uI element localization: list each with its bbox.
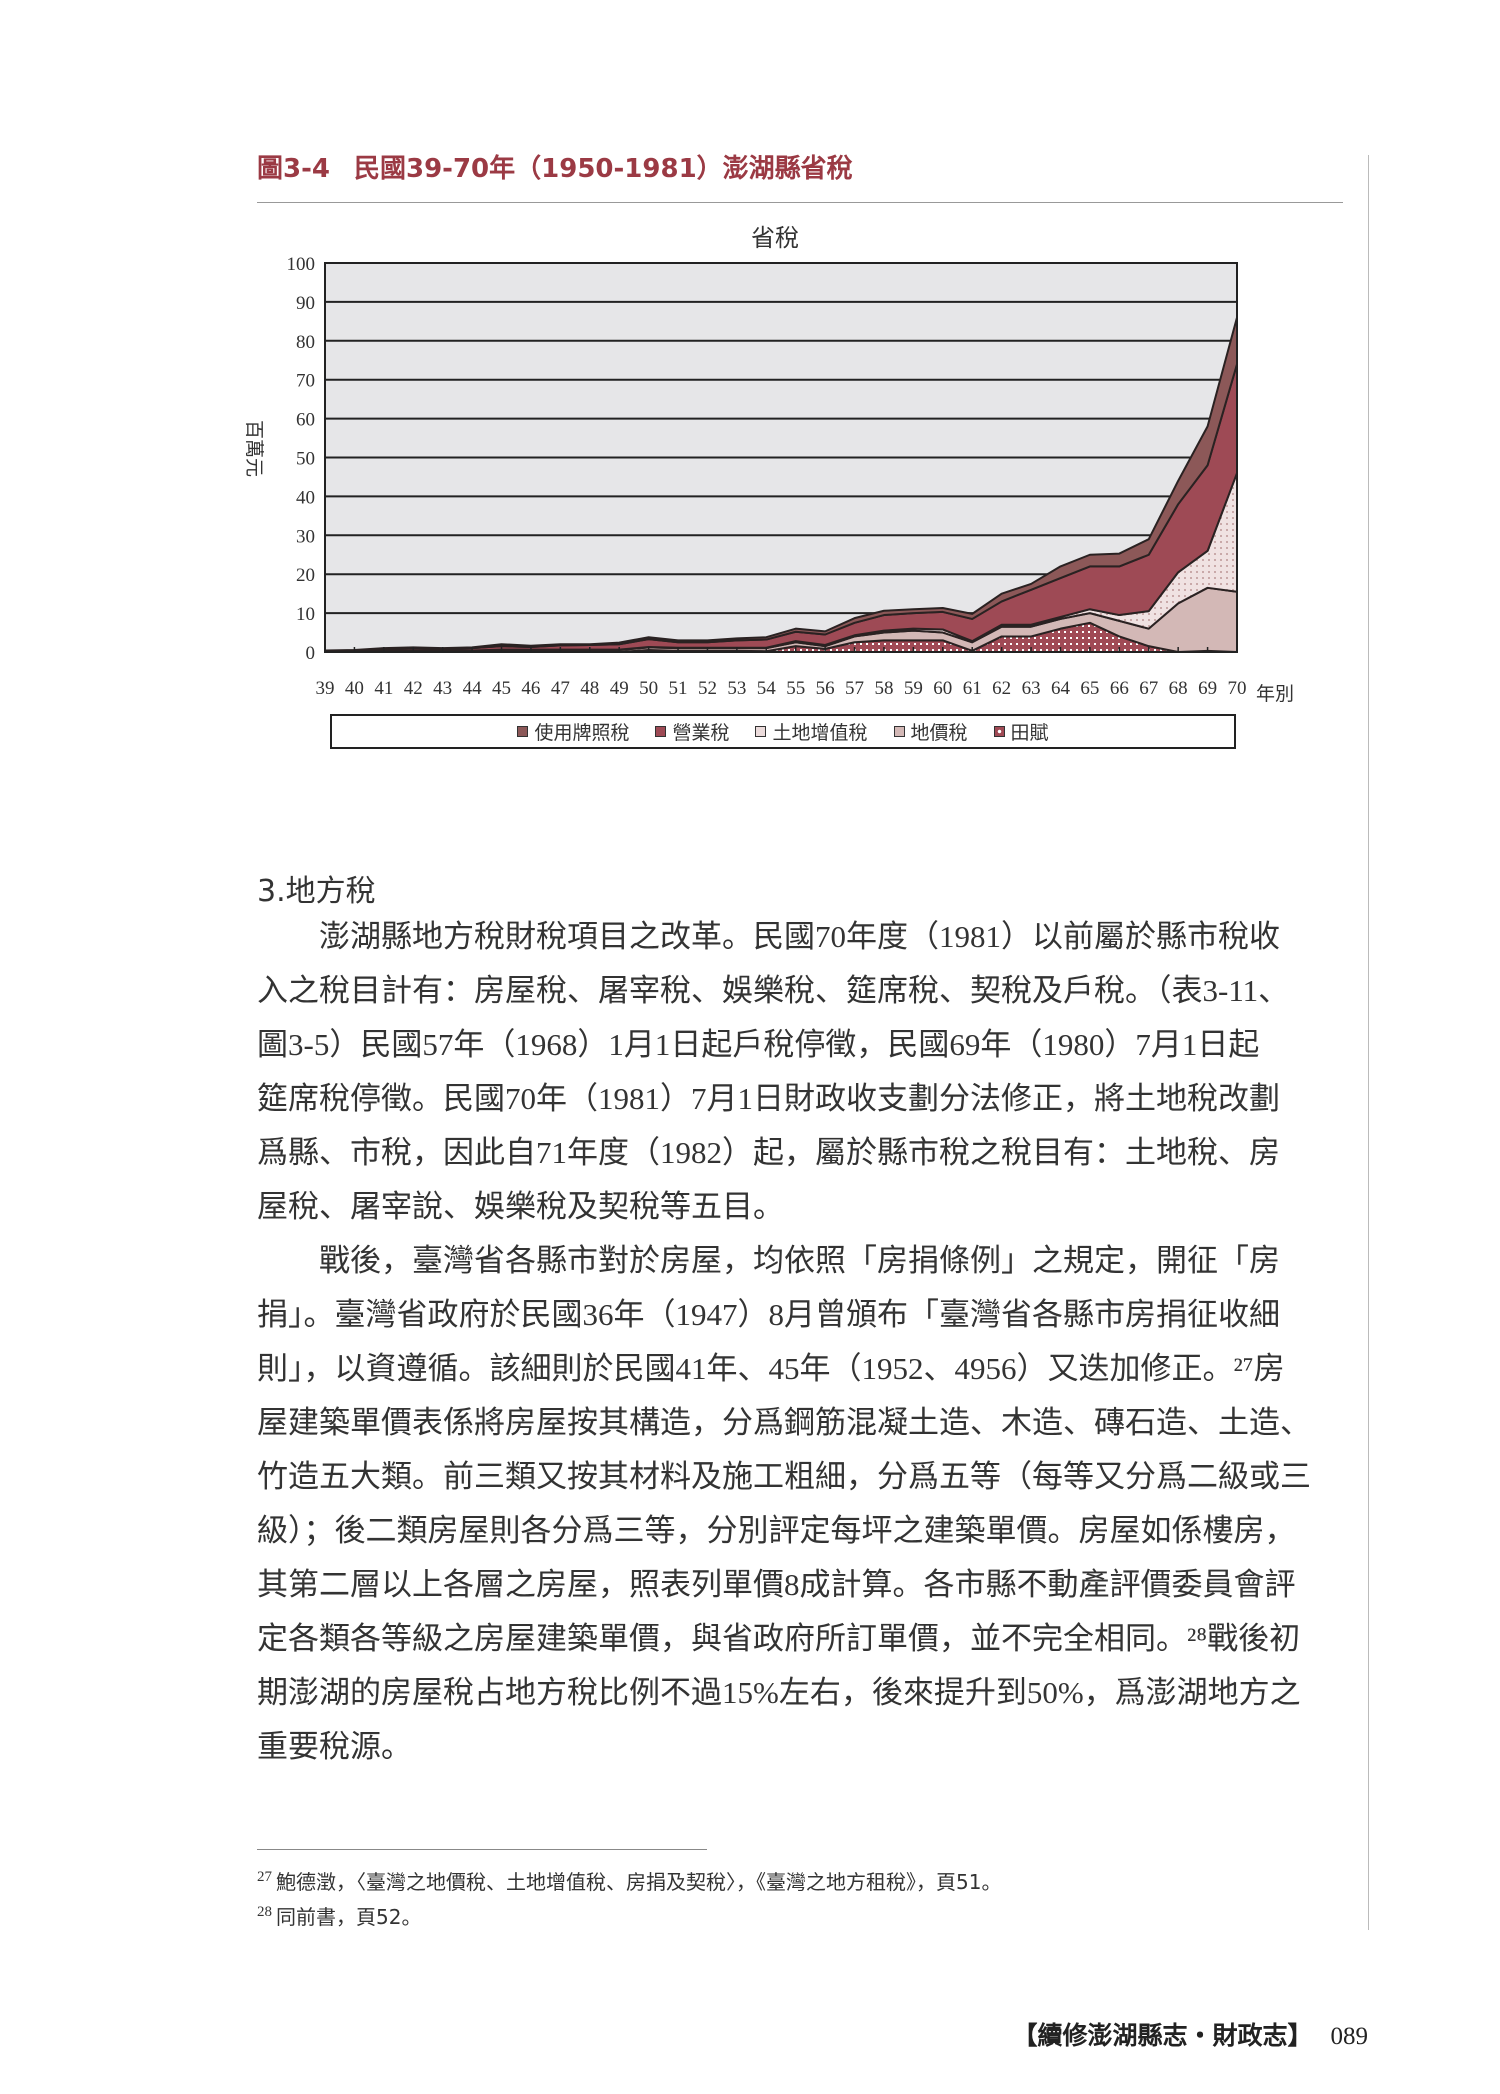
margin-rule [1368,155,1369,1930]
y-tick-label: 30 [296,526,315,547]
legend-swatch [655,726,667,737]
footnote-27: 27 鮑德澂，〈臺灣之地價稅、土地增值稅、房捐及契稅〉，《臺灣之地方租稅》，頁51… [257,1866,1001,1895]
text-line: 定各類各等級之房屋建築單價，與省政府所訂單價，並不完全相同。²⁸戰後初 [257,1621,1301,1656]
y-tick-label: 40 [296,487,315,508]
x-tick-label: 58 [874,678,893,699]
x-tick-label: 61 [963,678,982,699]
y-tick-label: 100 [287,254,316,275]
legend-label: 地價稅 [910,723,968,744]
x-tick-label: 50 [639,678,658,699]
figure-number: 圖3-4 [257,154,330,184]
legend-swatch [755,726,767,737]
x-tick-label: 63 [1022,678,1041,699]
x-tick-label: 56 [816,678,835,699]
x-tick-label: 52 [698,678,717,699]
footnote-number: 27 [257,1869,272,1886]
legend-item: 營業稅 [655,718,729,745]
x-tick-label: 60 [933,678,952,699]
x-tick-label: 54 [757,678,777,699]
x-tick-label: 55 [786,678,805,699]
x-tick-label: 67 [1139,678,1158,699]
x-tick-label: 66 [1110,678,1129,699]
x-tick-label: 46 [521,678,540,699]
x-tick-label: 53 [727,678,746,699]
text-line: 則」，以資遵循。該細則於民國41年、45年（1952、4956）又迭加修正。²⁷… [257,1351,1285,1386]
text-line: 捐」。臺灣省政府於民國36年（1947）8月曾頒布「臺灣省各縣市房捐征收細 [257,1297,1280,1332]
x-tick-label: 70 [1228,678,1247,699]
y-tick-label: 80 [296,332,315,353]
section-heading: 3.地方稅 [257,874,376,909]
x-tick-label: 39 [316,678,335,699]
x-tick-label: 40 [345,678,364,699]
x-tick-label: 62 [992,678,1011,699]
legend-label: 營業稅 [672,723,730,744]
y-tick-label: 90 [296,293,315,314]
text-line: 入之稅目計有：房屋稅、屠宰稅、娛樂稅、筵席稅、契稅及戶稅。（表3-11、 [257,973,1290,1008]
text-line: 屋建築單價表係將房屋按其構造，分爲鋼筋混凝土造、木造、磚石造、土造、 [257,1405,1311,1440]
legend-item: 使用牌照稅 [517,718,629,745]
legend-label: 使用牌照稅 [534,723,630,744]
chart-legend: 使用牌照稅 營業稅 土地增值稅 地價稅 田賦 [330,714,1236,749]
x-tick-label: 64 [1051,678,1071,699]
text-line: 戰後，臺灣省各縣市對於房屋，均依照「房捐條例」之規定，開征「房 [257,1243,1280,1278]
legend-label: 田賦 [1010,723,1049,744]
legend-swatch [993,726,1005,737]
x-tick-label: 47 [551,678,570,699]
legend-swatch [517,726,529,737]
footnote-text: 同前書，頁52。 [276,1905,422,1929]
text-line: 期澎湖的房屋稅占地方稅比例不過15%左右，後來提升到50%，爲澎湖地方之 [257,1675,1301,1710]
footnote-number: 28 [257,1904,272,1921]
y-tick-label: 0 [306,643,316,664]
x-tick-label: 51 [669,678,688,699]
x-axis-label: 年別 [1256,683,1294,705]
x-tick-label: 43 [433,678,452,699]
text-line: 重要稅源。 [257,1729,412,1764]
footnote-divider [257,1849,707,1850]
x-tick-label: 59 [904,678,923,699]
x-tick-label: 49 [610,678,629,699]
x-tick-label: 57 [845,678,864,699]
text-line: 其第二層以上各層之房屋，照表列單價8成計算。各市縣不動產評價委員會評 [257,1567,1296,1602]
legend-swatch [893,726,905,737]
caption-divider [257,202,1343,203]
y-tick-label: 10 [296,604,315,625]
text-line: 爲縣、市稅，因此自71年度（1982）起，屬於縣市稅之稅目有：土地稅、房 [257,1135,1280,1170]
x-tick-label: 44 [463,678,483,699]
stacked-area-chart: 省稅 百萬元 0 10 20 30 40 50 60 70 80 90 100 39 40 41 42 43 4… [243,224,1294,705]
y-tick-label: 50 [296,449,315,470]
y-tick-label: 20 [296,565,315,586]
footnote-28: 28 同前書，頁52。 [257,1901,421,1930]
footnote-text: 鮑德澂，〈臺灣之地價稅、土地增值稅、房捐及契稅〉，《臺灣之地方租稅》，頁51。 [276,1870,1002,1894]
x-tick-label: 69 [1198,678,1217,699]
chart-title: 省稅 [751,224,799,252]
text-line: 圖3-5）民國57年（1968）1月1日起戶稅停徵，民國69年（1980）7月1… [257,1027,1260,1062]
page-footer: 【續修澎湖縣志・財政志】 089 [1012,2016,1368,2052]
page-number: 089 [1330,2023,1369,2050]
book-title: 【續修澎湖縣志・財政志】 [1012,2023,1313,2050]
legend-item: 地價稅 [893,718,968,745]
x-tick-label: 42 [404,678,423,699]
x-tick-label: 68 [1169,678,1188,699]
text-line: 竹造五大類。前三類又按其材料及施工粗細，分爲五等（每等又分爲二級或三 [257,1459,1311,1494]
x-tick-label: 65 [1080,678,1099,699]
x-tick-label: 48 [580,678,599,699]
figure-title: 民國39-70年（1950-1981）澎湖縣省稅 [353,154,853,184]
figure-caption: 圖3-4 民國39-70年（1950-1981）澎湖縣省稅 [257,148,877,185]
text-line: 級）；後二類房屋則各分爲三等，分別評定每坪之建築單價。房屋如係樓房， [257,1513,1296,1548]
text-line: 筵席稅停徵。民國70年（1981）7月1日財政收支劃分法修正，將土地稅改劃 [257,1081,1280,1116]
plot-border [324,262,1238,653]
y-tick-label: 70 [296,371,315,392]
x-tick-label: 41 [374,678,393,699]
legend-item: 田賦 [993,718,1049,745]
legend-label: 土地增值稅 [772,723,868,744]
y-tick-label: 60 [296,410,315,431]
legend-item: 土地增值稅 [755,718,868,745]
x-tick-label: 45 [492,678,511,699]
paragraph-1: 澎湖縣地方稅財稅項目之改革。民國70年度（1981）以前屬於縣市稅收 入之稅目計… [257,910,1347,1234]
paragraph-2: 戰後，臺灣省各縣市對於房屋，均依照「房捐條例」之規定，開征「房 捐」。臺灣省政府… [257,1234,1347,1774]
text-line: 屋稅、屠宰說、娛樂稅及契稅等五目。 [257,1189,784,1224]
text-line: 澎湖縣地方稅財稅項目之改革。民國70年度（1981）以前屬於縣市稅收 [257,919,1280,954]
y-axis-label: 百萬元 [243,420,265,477]
